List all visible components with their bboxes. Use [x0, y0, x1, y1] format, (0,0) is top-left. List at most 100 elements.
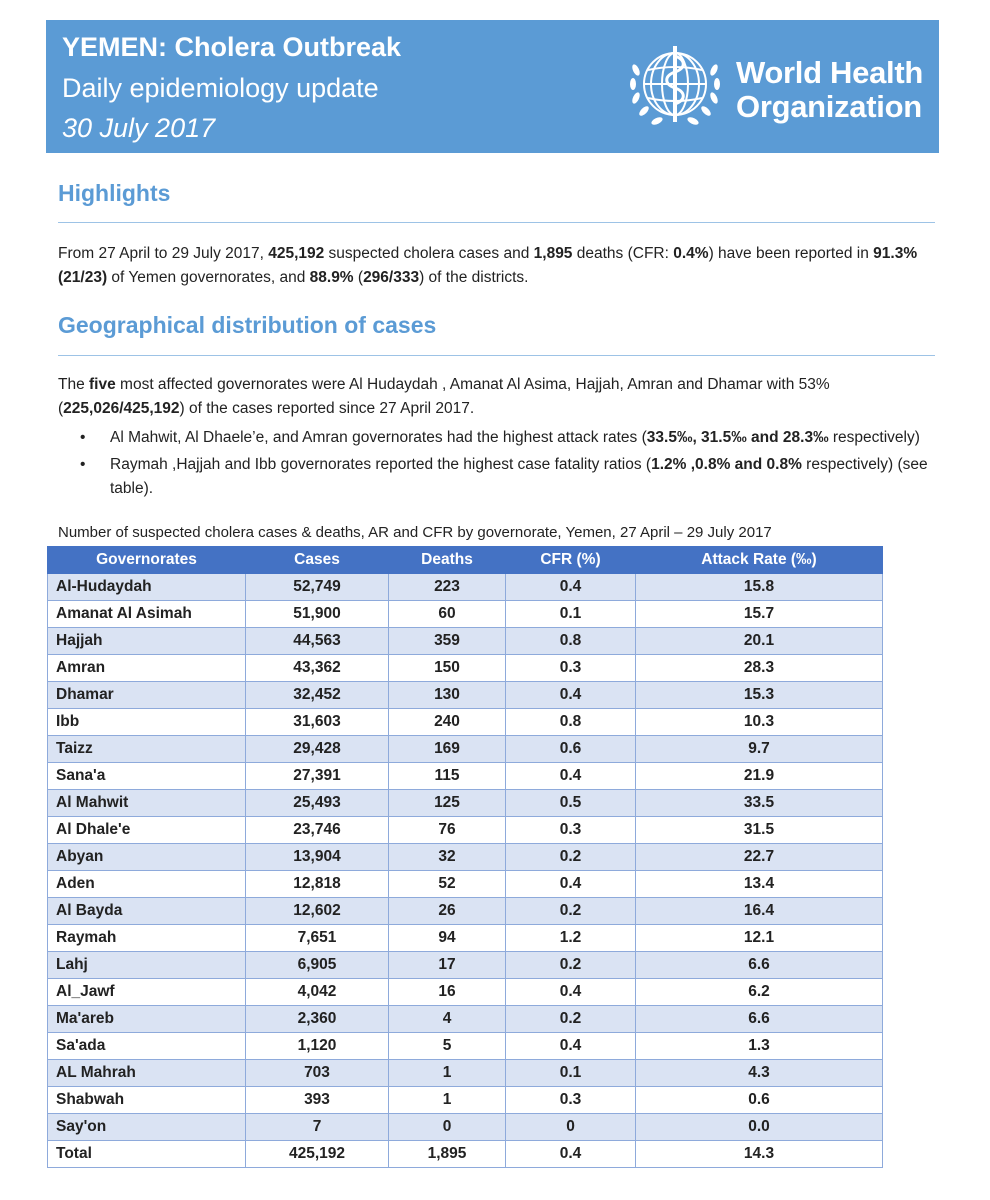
geo-heading: Geographical distribution of cases	[58, 312, 437, 338]
attack-rate-cell: 4.3	[635, 1059, 883, 1087]
cases-cell: 23,746	[245, 816, 389, 844]
who-name: World Health Organization	[736, 56, 923, 124]
column-header: Deaths	[388, 546, 506, 574]
cfr-cell: 1.2	[505, 924, 636, 952]
district-coverage: 88.9%	[309, 269, 354, 286]
cfr-cell: 0.4	[505, 978, 636, 1006]
governorate-table: Governorates Cases Deaths CFR (%) Attack…	[47, 546, 883, 1168]
text: of Yemen governorates, and	[107, 269, 310, 286]
deaths-cell: 60	[388, 600, 506, 628]
table-row: Aden 12,818 52 0.4 13.4	[47, 870, 883, 898]
text: deaths (CFR:	[572, 245, 674, 262]
text: Al Mahwit, Al Dhaele’e, and Amran govern…	[110, 429, 647, 446]
cfr-cell: 0.4	[505, 762, 636, 790]
column-header: CFR (%)	[505, 546, 636, 574]
table-row: Lahj 6,905 17 0.2 6.6	[47, 951, 883, 979]
cfr-cell: 0.4	[505, 870, 636, 898]
table-row: Total 425,192 1,895 0.4 14.3	[47, 1140, 883, 1168]
governorate-cell: Al-Hudaydah	[47, 573, 246, 601]
cases-cell: 31,603	[245, 708, 389, 736]
bullet-cfr: • Raymah ,Hajjah and Ibb governorates rep…	[58, 453, 938, 501]
cfr-cell: 0.2	[505, 897, 636, 925]
attack-rate-cell: 22.7	[635, 843, 883, 871]
governorate-cell: Hajjah	[47, 627, 246, 655]
attack-rate-cell: 1.3	[635, 1032, 883, 1060]
text: (	[353, 269, 364, 286]
attack-rate-cell: 0.6	[635, 1086, 883, 1114]
deaths-cell: 16	[388, 978, 506, 1006]
deaths-cell: 94	[388, 924, 506, 952]
highlights-paragraph: From 27 April to 29 July 2017, 425,192 s…	[58, 242, 938, 290]
table-row: Say'on 7 0 0 0.0	[47, 1113, 883, 1141]
cfr-cell: 0.4	[505, 681, 636, 709]
governorate-cell: Sana'a	[47, 762, 246, 790]
governorate-cell: Dhamar	[47, 681, 246, 709]
geo-bullets: • Al Mahwit, Al Dhaele’e, and Amran gover…	[58, 426, 938, 504]
cases-cell: 12,818	[245, 870, 389, 898]
table-row: Al Bayda 12,602 26 0.2 16.4	[47, 897, 883, 925]
cfr-cell: 0.2	[505, 951, 636, 979]
column-header: Attack Rate (‰)	[635, 546, 883, 574]
deaths-cell: 150	[388, 654, 506, 682]
deaths-cell: 1,895	[388, 1140, 506, 1168]
text: From 27 April to 29 July 2017,	[58, 245, 269, 262]
text: respectively)	[828, 429, 920, 446]
table-row: Ibb 31,603 240 0.8 10.3	[47, 708, 883, 736]
deaths-cell: 76	[388, 816, 506, 844]
governorate-cell: Say'on	[47, 1113, 246, 1141]
deaths-cell: 52	[388, 870, 506, 898]
governorate-cell: Lahj	[47, 951, 246, 979]
cfr-cell: 0.3	[505, 816, 636, 844]
text: ) of the districts.	[419, 269, 529, 286]
deaths-cell: 223	[388, 573, 506, 601]
cases-cell: 703	[245, 1059, 389, 1087]
report-title: YEMEN: Cholera Outbreak	[62, 32, 402, 62]
governorate-cell: Raymah	[47, 924, 246, 952]
attack-rate-cell: 14.3	[635, 1140, 883, 1168]
cfr-cell: 0.4	[505, 1032, 636, 1060]
table-row: Sana'a 27,391 115 0.4 21.9	[47, 762, 883, 790]
total-cases: 425,192	[268, 245, 325, 262]
governorate-cell: Al Mahwit	[47, 789, 246, 817]
table-row: Amanat Al Asimah 51,900 60 0.1 15.7	[47, 600, 883, 628]
text: most affected governorates were Al Huday…	[58, 376, 830, 417]
attack-rate-cell: 21.9	[635, 762, 883, 790]
deaths-cell: 26	[388, 897, 506, 925]
cases-cell: 27,391	[245, 762, 389, 790]
deaths-cell: 115	[388, 762, 506, 790]
geo-paragraph: The five most affected governorates were…	[58, 373, 938, 421]
deaths-cell: 1	[388, 1086, 506, 1114]
attack-rate-cell: 6.2	[635, 978, 883, 1006]
cfr-cell: 0.4	[505, 1140, 636, 1168]
table-row: Al Mahwit 25,493 125 0.5 33.5	[47, 789, 883, 817]
district-ratio: 296/333	[363, 269, 420, 286]
cfr-cell: 0.6	[505, 735, 636, 763]
cases-cell: 52,749	[245, 573, 389, 601]
governorate-cell: Amanat Al Asimah	[47, 600, 246, 628]
table-row: Taizz 29,428 169 0.6 9.7	[47, 735, 883, 763]
attack-rate-cell: 6.6	[635, 951, 883, 979]
cfr-cell: 0.5	[505, 789, 636, 817]
table-row: Amran 43,362 150 0.3 28.3	[47, 654, 883, 682]
governorate-coverage: 91.3% (21/23)	[58, 245, 918, 286]
table-row: Ma'areb 2,360 4 0.2 6.6	[47, 1005, 883, 1033]
who-name-line1: World Health	[736, 55, 924, 90]
column-header: Governorates	[47, 546, 246, 574]
attack-rate-cell: 10.3	[635, 708, 883, 736]
who-name-line2: Organization	[736, 89, 922, 124]
attack-rate-cell: 13.4	[635, 870, 883, 898]
cfr-values: 1.2% ,0.8% and 0.8%	[651, 456, 802, 473]
attack-rate-cell: 15.3	[635, 681, 883, 709]
governorate-cell: Taizz	[47, 735, 246, 763]
attack-rate-cell: 31.5	[635, 816, 883, 844]
deaths-cell: 359	[388, 627, 506, 655]
text: respectively) (see table).	[110, 456, 928, 497]
report-date: 30 July 2017	[62, 113, 216, 143]
bullet-dot-icon: •	[80, 429, 86, 446]
governorate-cell: Al_Jawf	[47, 978, 246, 1006]
governorate-cell: Sa'ada	[47, 1032, 246, 1060]
table-row: AL Mahrah 703 1 0.1 4.3	[47, 1059, 883, 1087]
text: ) have been reported in	[708, 245, 874, 262]
attack-rate-cell: 15.8	[635, 573, 883, 601]
cfr-cell: 0.2	[505, 843, 636, 871]
